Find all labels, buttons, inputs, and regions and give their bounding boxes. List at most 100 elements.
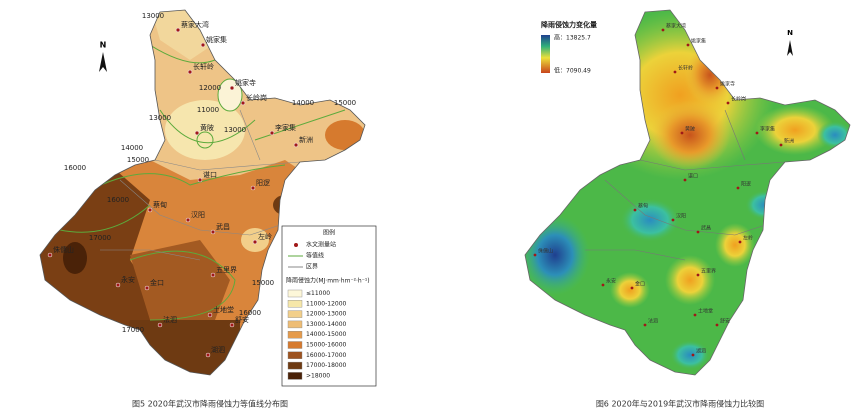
contour-labels: 13000 12000 11000 13000 13000 14000 15000 14000… bbox=[64, 12, 356, 334]
legend-item: 等值线 bbox=[306, 252, 324, 260]
place-label: 金口 bbox=[150, 278, 164, 287]
place-label: 侏儒山 bbox=[53, 245, 74, 254]
station bbox=[671, 218, 675, 222]
legend-class: 12000-13000 bbox=[306, 311, 347, 318]
contour-label: 17000 bbox=[122, 326, 144, 334]
station bbox=[293, 142, 299, 148]
station bbox=[147, 207, 153, 213]
station bbox=[197, 177, 203, 183]
place-label: 谌口 bbox=[203, 171, 217, 179]
contour-label: 16000 bbox=[107, 196, 129, 204]
legend: 降雨侵蚀力变化量 高：13825.7 低：7090.49 bbox=[541, 20, 597, 75]
contour-label: 16000 bbox=[64, 164, 86, 172]
station bbox=[673, 70, 677, 74]
station bbox=[683, 178, 687, 182]
place-label: 舒安 bbox=[720, 318, 730, 325]
station bbox=[738, 240, 742, 244]
station bbox=[643, 323, 647, 327]
station bbox=[47, 252, 53, 258]
station bbox=[250, 185, 256, 191]
contour-label: 14000 bbox=[121, 144, 143, 152]
station bbox=[601, 283, 605, 287]
station bbox=[207, 312, 213, 318]
place-label: 长岭岗 bbox=[731, 96, 746, 103]
place-label: 阳逻 bbox=[741, 181, 751, 188]
legend-swatch bbox=[287, 341, 303, 349]
station bbox=[661, 28, 665, 32]
legend-swatch bbox=[287, 310, 303, 318]
station bbox=[115, 282, 121, 288]
place-label: 新洲 bbox=[299, 135, 313, 144]
station bbox=[144, 285, 150, 291]
compass-label: N bbox=[100, 41, 107, 50]
contour-label: 13000 bbox=[142, 12, 164, 20]
station bbox=[157, 322, 163, 328]
station bbox=[210, 229, 216, 235]
legend-high: 高：13825.7 bbox=[554, 34, 591, 42]
place-label: 五里界 bbox=[216, 266, 237, 274]
place-label: 李家集 bbox=[760, 126, 775, 133]
place-label: 永安 bbox=[121, 275, 135, 284]
place-label: 李家集 bbox=[275, 123, 296, 132]
legend-swatch bbox=[287, 361, 303, 370]
station bbox=[715, 323, 719, 327]
place-label: 姚家集 bbox=[206, 35, 227, 44]
legend-swatch bbox=[287, 320, 303, 329]
place-label: 汉阳 bbox=[676, 213, 686, 220]
station bbox=[533, 253, 537, 257]
place-label: 湖泗 bbox=[211, 345, 225, 354]
place-label: 左岭 bbox=[258, 232, 272, 241]
change-map bbox=[525, 10, 850, 375]
place-label: 长轩岭 bbox=[193, 62, 214, 71]
legend-swatch bbox=[287, 351, 303, 359]
station bbox=[736, 186, 740, 190]
place-label: 法泗 bbox=[163, 315, 177, 324]
caption: 图6 2020年与2019年武汉市降雨侵蚀力比较图 bbox=[596, 399, 764, 409]
compass-label: N bbox=[787, 29, 793, 37]
place-label: 姚家集 bbox=[691, 38, 706, 45]
contour-label: 16000 bbox=[239, 309, 261, 317]
contour-label: 15000 bbox=[127, 156, 149, 164]
place-label: 谌口 bbox=[688, 173, 698, 180]
place-label: 新洲 bbox=[784, 138, 794, 145]
station bbox=[686, 43, 690, 47]
station bbox=[240, 100, 246, 106]
legend-class: ≤11000 bbox=[306, 290, 330, 297]
legend-class: >18000 bbox=[306, 372, 330, 379]
legend-swatch bbox=[287, 289, 303, 298]
contour-label: 13000 bbox=[149, 114, 171, 122]
legend-swatch bbox=[287, 300, 303, 308]
station bbox=[252, 239, 258, 245]
place-label: 姚家寺 bbox=[720, 81, 735, 88]
station bbox=[779, 143, 783, 147]
legend-scale-title: 降雨侵蚀力(MJ·mm·hm⁻²·h⁻¹) bbox=[286, 277, 370, 285]
station bbox=[696, 273, 700, 277]
contour-label: 15000 bbox=[252, 279, 274, 287]
legend-title: 降雨侵蚀力变化量 bbox=[541, 20, 597, 29]
legend-item: 区界 bbox=[306, 264, 318, 271]
legend-title: 图例 bbox=[323, 229, 335, 237]
place-label: 蔡甸 bbox=[638, 203, 648, 210]
station bbox=[696, 230, 700, 234]
compass: N bbox=[99, 41, 107, 72]
station bbox=[691, 353, 695, 357]
place-label: 长岭岗 bbox=[246, 93, 267, 102]
place-label: 五里界 bbox=[701, 269, 716, 275]
place-label: 黄陂 bbox=[685, 126, 695, 133]
station bbox=[726, 101, 730, 105]
station bbox=[210, 272, 216, 278]
place-label: 长轩岭 bbox=[678, 65, 693, 72]
place-label: 蔡家大湾 bbox=[181, 20, 209, 29]
contour-label: 13000 bbox=[224, 126, 246, 134]
station bbox=[175, 27, 181, 33]
station bbox=[630, 286, 634, 290]
place-label: 黄陂 bbox=[200, 123, 214, 132]
place-label: 金口 bbox=[635, 281, 645, 288]
place-label: 阳逻 bbox=[256, 178, 270, 187]
place-label: 侏儒山 bbox=[538, 248, 553, 255]
station bbox=[715, 86, 719, 90]
contour-label: 15000 bbox=[334, 99, 356, 107]
